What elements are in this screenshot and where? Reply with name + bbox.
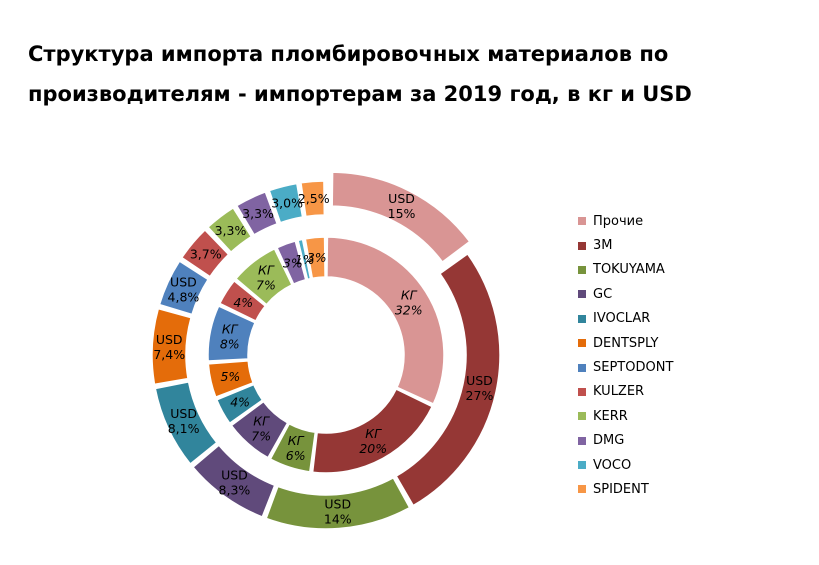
legend-item-ivoclar: IVOCLAR — [578, 307, 673, 331]
slice-inner-kulzer — [218, 279, 267, 322]
rings-group — [151, 171, 501, 530]
data-label-inner-voco: 1% — [295, 252, 315, 267]
slice-inner-dmg — [276, 240, 307, 286]
legend-item-septodont: SEPTODONT — [578, 355, 673, 379]
legend-item-dentsply: DENTSPLY — [578, 331, 673, 355]
legend-swatch — [578, 339, 586, 348]
legend-swatch — [578, 314, 586, 323]
slice-inner-kerr — [234, 247, 293, 306]
slice-outer-voco — [268, 182, 304, 224]
data-label-inner-dmg: 3% — [283, 255, 303, 270]
data-label-inner-tokuyama: КГ 6% — [286, 433, 306, 463]
legend-label: IVOCLAR — [593, 311, 651, 327]
legend-label: TOKUYAMA — [593, 262, 665, 278]
data-label-inner-3m: КГ 20% — [359, 426, 387, 456]
chart-title-line-1: Структура импорта пломбировочных материа… — [28, 42, 669, 66]
data-label-outer-kerr: 3,3% — [215, 223, 247, 238]
slice-inner-gc — [230, 400, 289, 459]
data-label-outer-dmg: 3,3% — [242, 206, 274, 221]
legend-swatch — [578, 290, 586, 299]
legend-swatch — [578, 436, 586, 445]
chart-legend: Прочие 3M TOKUYAMA GC IVOCLAR DENTSPLY SEPTODO… — [578, 209, 673, 502]
labels-group: КГ 32%КГ 20%КГ 6%КГ 7%4%5%КГ 8%4%КГ 7%3%1%3%US… — [153, 191, 493, 527]
slice-outer-tokuyama — [265, 476, 411, 530]
slice-inner-dentsply — [207, 360, 255, 399]
slice-outer-septodont — [158, 260, 210, 316]
slice-outer-3m — [395, 252, 501, 507]
legend-swatch — [578, 217, 586, 226]
chart-title: Структура импорта пломбировочных материа… — [28, 34, 808, 114]
legend-item-voco: VOCO — [578, 453, 673, 477]
slice-outer-dmg — [235, 190, 279, 236]
legend-item-3m: 3M — [578, 233, 673, 257]
legend-label: 3M — [593, 238, 613, 254]
data-label-inner-kulzer: 4% — [233, 295, 253, 310]
legend-swatch — [578, 461, 586, 470]
data-label-inner-kerr: КГ 7% — [256, 263, 276, 293]
legend-label: DENTSPLY — [593, 335, 659, 351]
data-label-inner-gc: КГ 7% — [251, 414, 271, 444]
data-label-inner-прочие: КГ 32% — [395, 287, 423, 317]
data-label-outer-kulzer: 3,7% — [190, 247, 222, 262]
legend-label: SEPTODONT — [593, 360, 674, 376]
legend-label: DMG — [593, 433, 625, 449]
data-label-outer-ivoclar: USD 8,1% — [168, 406, 200, 436]
legend-label: VOCO — [593, 457, 632, 473]
slice-inner-septodont — [207, 305, 257, 362]
slice-outer-ivoclar — [154, 381, 218, 465]
data-label-outer-dentsply: USD 7,4% — [153, 332, 185, 362]
data-label-inner-septodont: КГ 8% — [220, 322, 240, 352]
legend-item-spident: SPIDENT — [578, 477, 673, 501]
data-label-outer-tokuyama: USD 14% — [324, 497, 352, 527]
data-label-inner-dentsply: 5% — [220, 369, 240, 384]
slice-outer-прочие — [331, 171, 471, 264]
slice-outer-gc — [191, 444, 276, 518]
legend-item-dmg: DMG — [578, 429, 673, 453]
data-label-outer-spident: 2,5% — [298, 191, 330, 206]
slice-inner-3m — [311, 388, 434, 474]
legend-swatch — [578, 363, 586, 372]
data-label-outer-gc: USD 8,3% — [219, 468, 251, 498]
legend-swatch — [578, 485, 586, 494]
legend-item-kulzer: KULZER — [578, 380, 673, 404]
legend-item-kerr: KERR — [578, 404, 673, 428]
legend-label: GC — [593, 286, 613, 302]
data-label-outer-voco: 3,0% — [271, 195, 303, 210]
slice-inner-прочие — [326, 236, 445, 405]
chart-title-line-2: производителям - импортерам за 2019 год,… — [28, 82, 692, 106]
slice-outer-kulzer — [180, 228, 230, 278]
legend-swatch — [578, 265, 586, 274]
data-label-outer-прочие: USD 15% — [388, 191, 416, 221]
legend-item-прочие: Прочие — [578, 209, 673, 233]
slice-inner-voco — [297, 238, 312, 281]
legend-label: KERR — [593, 408, 628, 424]
legend-swatch — [578, 241, 586, 250]
legend-swatch — [578, 412, 586, 421]
legend-swatch — [578, 387, 586, 396]
data-label-inner-spident: 3% — [307, 250, 327, 265]
slice-outer-dentsply — [151, 307, 192, 386]
data-label-inner-ivoclar: 4% — [230, 395, 250, 410]
legend-item-gc: GC — [578, 282, 673, 306]
slice-outer-kerr — [206, 206, 253, 254]
slice-outer-spident — [300, 180, 326, 218]
legend-item-tokuyama: TOKUYAMA — [578, 258, 673, 282]
legend-label: Прочие — [593, 213, 644, 229]
slice-inner-ivoclar — [215, 383, 264, 425]
slice-inner-tokuyama — [269, 422, 317, 473]
legend-label: KULZER — [593, 384, 645, 400]
slice-inner-spident — [304, 236, 326, 280]
data-label-outer-septodont: USD 4,8% — [168, 274, 200, 304]
data-label-outer-3m: USD 27% — [466, 373, 494, 403]
legend-label: SPIDENT — [593, 481, 649, 497]
